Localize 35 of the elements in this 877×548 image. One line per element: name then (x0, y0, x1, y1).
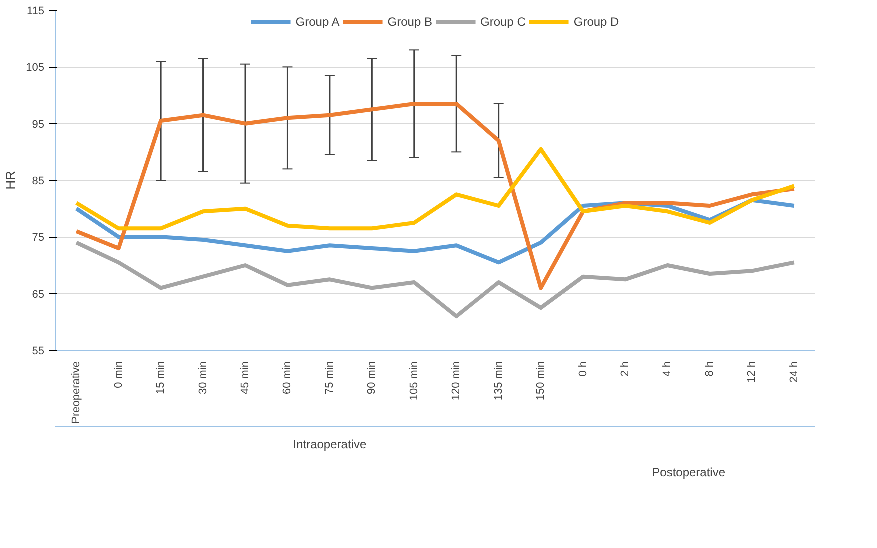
x-tick-label: 2 h (620, 361, 632, 377)
x-tick-label: 150 min (535, 361, 548, 401)
y-tick-label: 115 (26, 6, 45, 18)
x-tick-label: 12 h (746, 361, 758, 383)
text: Intraoperative (293, 438, 367, 452)
x-tick-label: 135 min (492, 361, 505, 401)
x-tick-label: 105 min (408, 361, 420, 401)
y-tick-label: 105 (26, 62, 45, 74)
y-tick-label: 95 (32, 118, 45, 131)
line-series (74, 147, 796, 231)
text: Postoperative (652, 466, 726, 480)
line-series (74, 240, 796, 318)
x-tick-label: 0 h (577, 361, 590, 377)
legend-label: Group A (296, 15, 340, 29)
x-tick-label: 30 min (197, 361, 210, 395)
x-tick-label: 90 min (366, 361, 378, 395)
x-tick-label: Preoperative (70, 361, 83, 424)
y-tick-label: 75 (32, 232, 45, 244)
legend-label: Group B (388, 15, 433, 29)
x-tick-label: 24 h (788, 361, 800, 383)
x-tick-label: 60 min (282, 361, 294, 395)
y-tick-label: 85 (32, 176, 45, 188)
x-tick-label: 8 h (704, 361, 716, 377)
x-tick-label: 15 min (155, 361, 168, 395)
legend-label: Group D (574, 15, 620, 29)
x-tick-label: 0 min (112, 361, 125, 388)
y-axis-title: HR (3, 171, 18, 190)
y-tick-label: 55 (32, 346, 45, 358)
line-series (74, 102, 796, 290)
x-tick-label: 4 h (662, 361, 674, 377)
x-tick-label: 75 min (324, 361, 336, 395)
x-tick-label: 120 min (450, 361, 463, 401)
y-tick-label: 65 (32, 288, 45, 301)
legend-label: Group C (480, 15, 526, 29)
x-tick-label: 45 min (240, 361, 252, 395)
